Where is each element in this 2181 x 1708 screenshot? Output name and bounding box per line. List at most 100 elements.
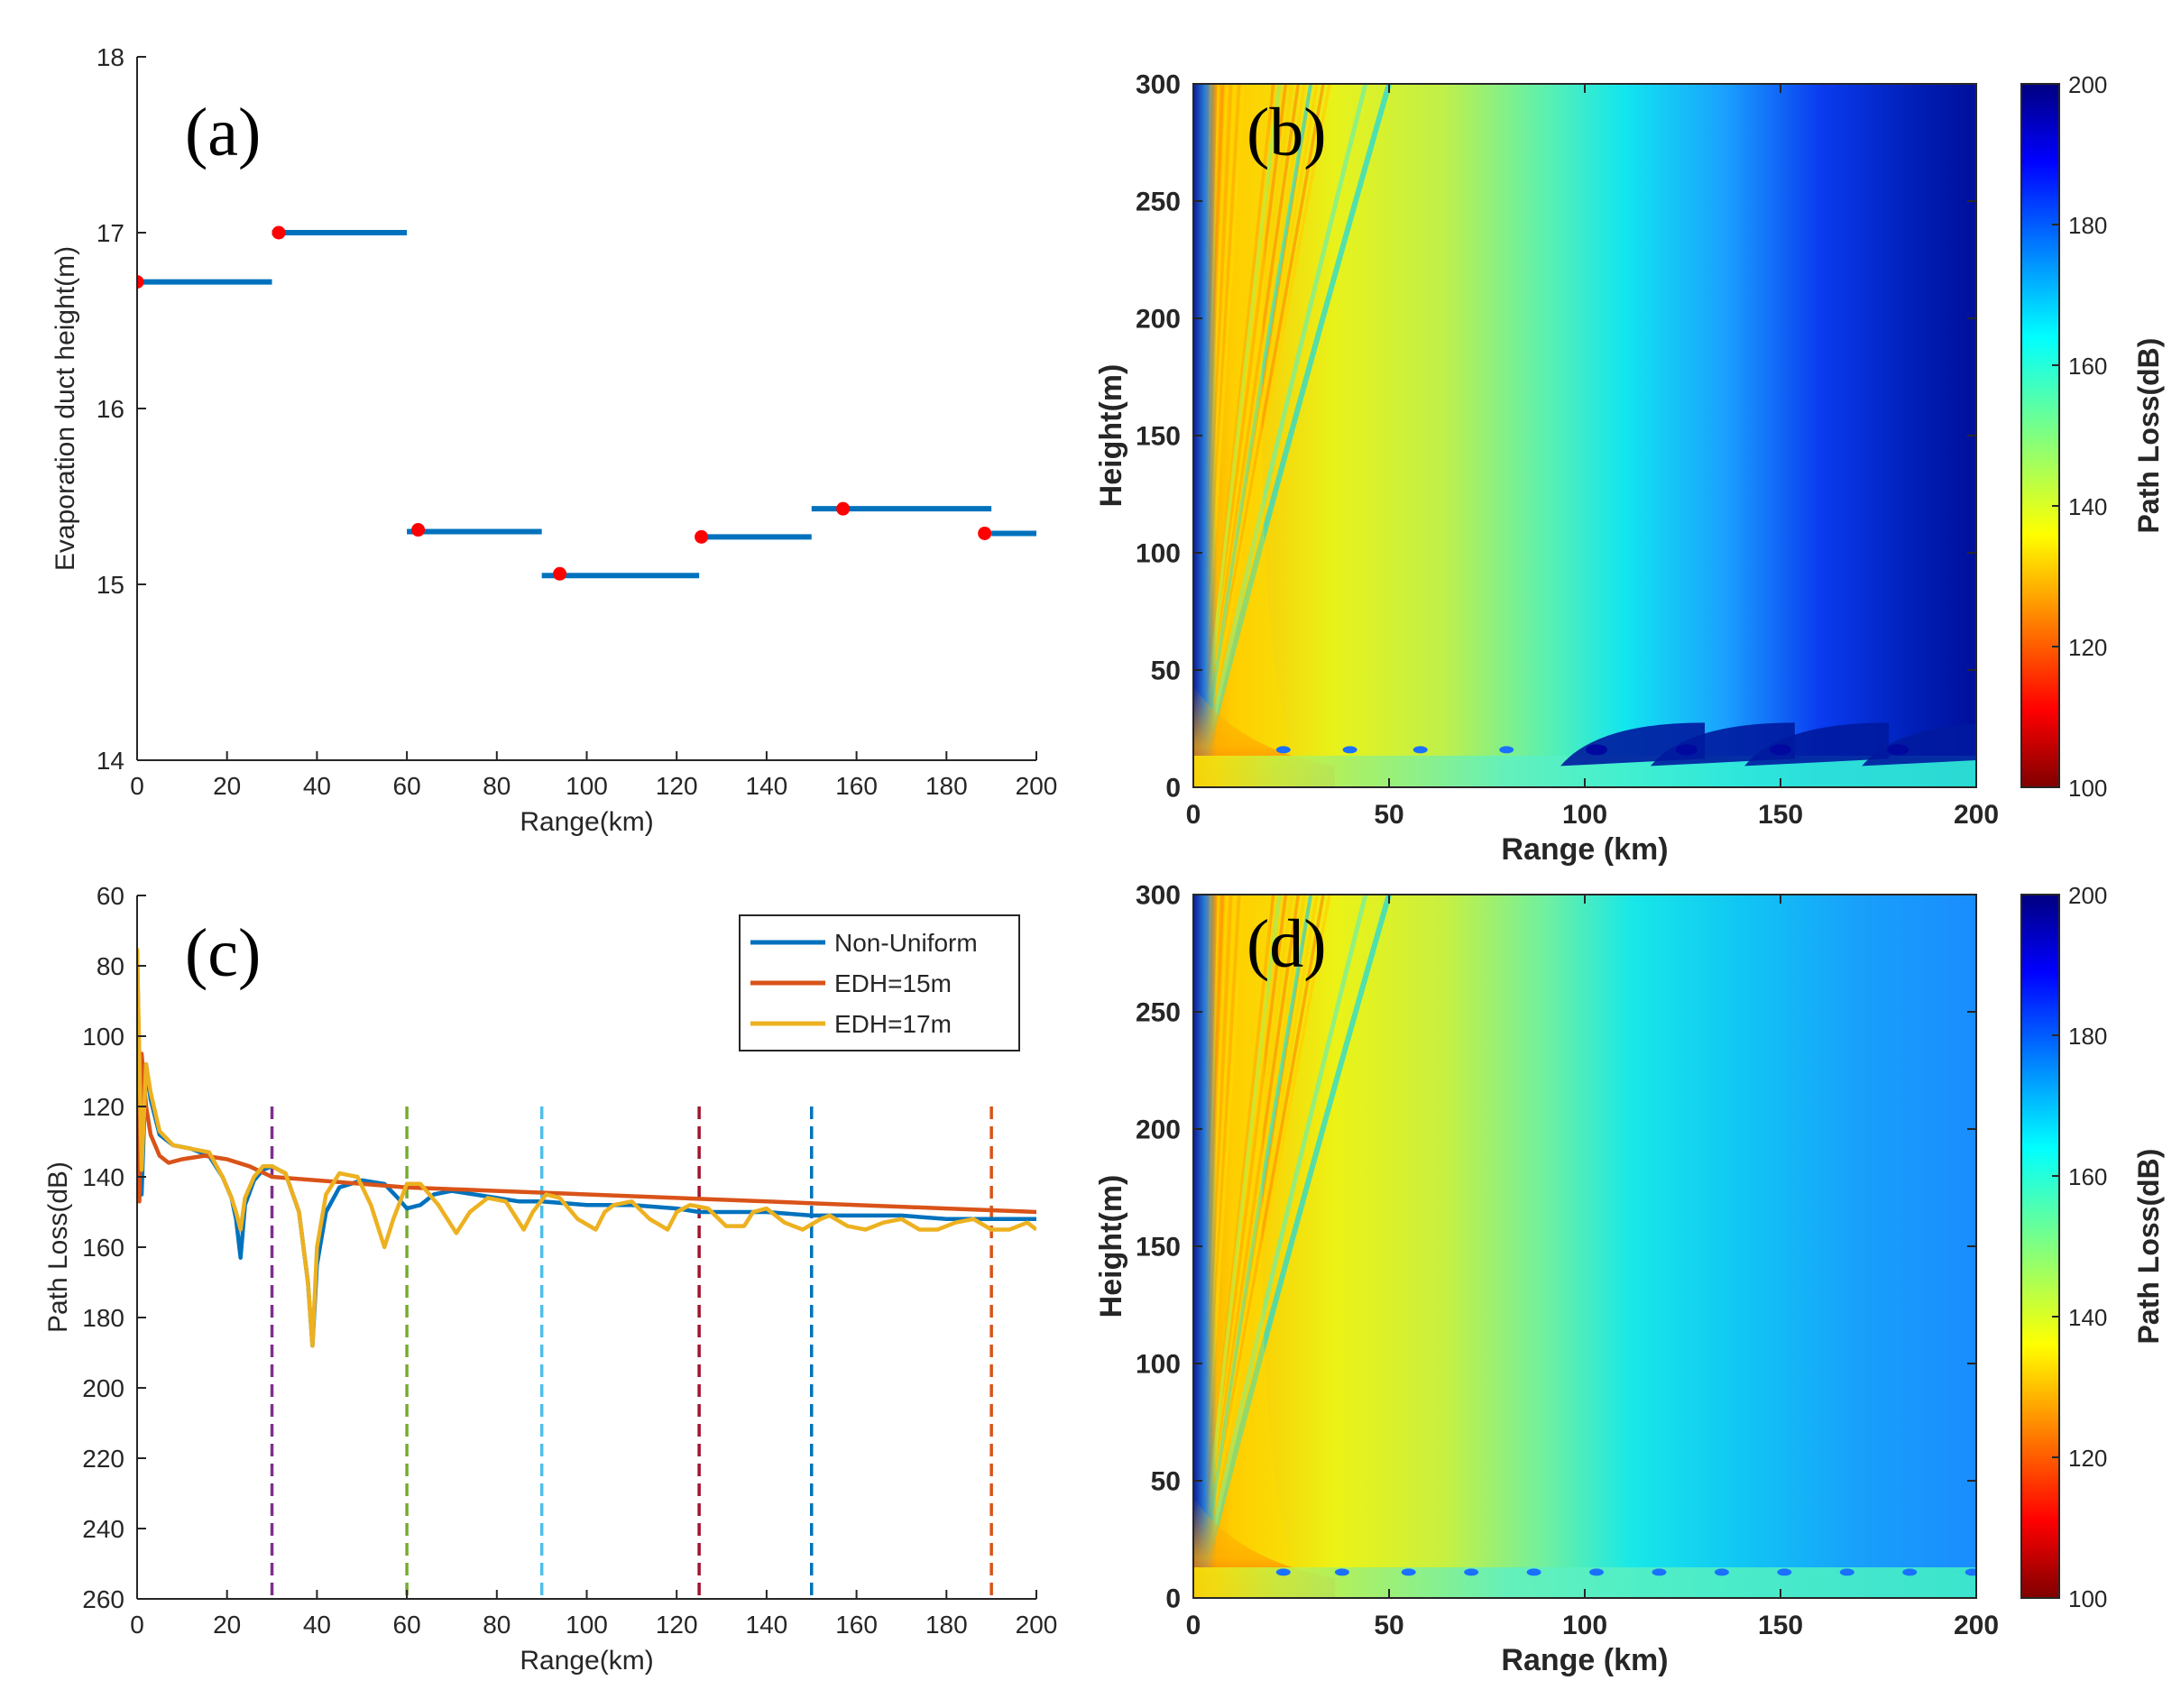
duct-point <box>978 526 992 540</box>
d-hot-spot <box>1401 1568 1416 1576</box>
d-hot-spot <box>1526 1568 1541 1576</box>
c-y-tick-label: 160 <box>82 1234 124 1262</box>
b-hot-spot <box>1413 746 1428 754</box>
d-x-tick-label: 150 <box>1758 1611 1803 1640</box>
c-x-tick-label: 100 <box>566 1611 608 1639</box>
d-hot-spot <box>1334 1568 1349 1576</box>
b-colorbar-tick-label: 180 <box>2068 212 2107 239</box>
b-x-tick-label: 0 <box>1186 800 1201 830</box>
c-x-axis-label: Range(km) <box>520 1646 653 1676</box>
c-y-tick-label: 220 <box>82 1445 124 1473</box>
b-x-tick-label: 100 <box>1562 800 1607 830</box>
d-fringe <box>1197 895 1331 1590</box>
d-x-tick-label: 100 <box>1562 1611 1607 1640</box>
d-hot-spot <box>1965 1568 1976 1576</box>
d-hot-spot <box>1589 1568 1605 1576</box>
a-y-tick-label: 14 <box>97 747 124 775</box>
d-x-axis-label: Range (km) <box>1501 1643 1668 1677</box>
d-colorbar-tick-label: 160 <box>2068 1163 2107 1190</box>
panel-a: 0 20 40 60 80 100 120 140 160 180 200 14 15 16 17 18 Ran… <box>51 43 1057 837</box>
d-hot-spot <box>1839 1568 1854 1576</box>
b-duct-shadow <box>1862 723 1976 767</box>
b-y-tick-label: 50 <box>1151 657 1181 686</box>
a-x-tick-label: 20 <box>213 772 241 800</box>
a-x-tick-label: 200 <box>1016 772 1058 800</box>
d-x-tick-label: 200 <box>1954 1611 1999 1640</box>
c-y-tick-label: 140 <box>82 1163 124 1191</box>
b-colorbar-tick-label: 120 <box>2068 634 2107 661</box>
c-x-tick-label: 40 <box>303 1611 331 1639</box>
b-bright-wedge <box>1193 84 1311 787</box>
c-y-tick-label: 260 <box>82 1585 124 1613</box>
colorbar-d <box>2020 894 2060 1599</box>
b-fringe <box>1197 84 1331 779</box>
d-hot-spot <box>1777 1568 1792 1576</box>
c-y-tick-label: 200 <box>82 1374 124 1402</box>
duct-point <box>836 501 851 516</box>
a-x-tick-label: 140 <box>746 772 788 800</box>
b-hot-spot <box>1275 746 1291 754</box>
b-y-axis-label: Height(m) <box>1094 364 1128 508</box>
b-y-tick-label: 0 <box>1165 774 1181 803</box>
b-hot-spot <box>1586 744 1608 756</box>
d-colorbar-tick-label: 120 <box>2068 1445 2107 1472</box>
c-x-tick-label: 140 <box>746 1611 788 1639</box>
panel-b: 0 50 100 150 200 0 50 100 150 200 250 300 Range (km)… <box>1094 70 2165 868</box>
duct-point <box>695 529 709 544</box>
c-y-tick-label: 80 <box>97 952 124 980</box>
b-y-tick-label: 100 <box>1136 539 1181 569</box>
c-y-tick-label: 100 <box>82 1023 124 1051</box>
b-hot-spot <box>1499 746 1514 754</box>
b-hot-spot <box>1770 744 1791 756</box>
b-y-tick-label: 300 <box>1136 70 1181 100</box>
d-x-tick-label: 50 <box>1374 1611 1403 1640</box>
a-y-tick-label: 16 <box>97 395 124 423</box>
c-y-tick-label: 120 <box>82 1093 124 1121</box>
b-hot-spot <box>1675 744 1698 756</box>
a-x-tick-label: 60 <box>393 772 421 800</box>
a-x-tick-label: 180 <box>925 772 968 800</box>
c-x-tick-label: 120 <box>656 1611 698 1639</box>
b-x-tick-label: 150 <box>1758 800 1803 830</box>
d-y-tick-label: 0 <box>1165 1584 1181 1614</box>
d-colorbar-tick-label: 140 <box>2068 1304 2107 1331</box>
legend-c: Non-Uniform EDH=15m EDH=17m <box>739 914 1020 1051</box>
legend-label: EDH=15m <box>834 969 952 997</box>
d-colorbar-tick-label: 100 <box>2068 1585 2107 1612</box>
c-y-tick-label: 60 <box>97 882 124 910</box>
heatmap-b <box>1193 84 1976 787</box>
d-y-tick-label: 250 <box>1136 998 1181 1028</box>
panel-b-tag: (b) <box>1247 95 1327 170</box>
panel-c-tag: (c) <box>185 915 261 991</box>
a-x-tick-label: 80 <box>483 772 511 800</box>
d-hot-spot <box>1464 1568 1479 1576</box>
c-x-tick-label: 180 <box>925 1611 968 1639</box>
d-hot-spot <box>1714 1568 1729 1576</box>
d-colorbar-tick-label: 200 <box>2068 882 2107 909</box>
b-colorbar-label: Path Loss(dB) <box>2132 338 2165 534</box>
d-y-tick-label: 200 <box>1136 1116 1181 1145</box>
colorbar-b <box>2020 83 2060 788</box>
b-y-tick-label: 200 <box>1136 305 1181 335</box>
d-ray <box>1200 895 1368 1581</box>
heatmap-d <box>1193 895 1976 1598</box>
duct-point <box>411 523 426 537</box>
c-x-tick-label: 80 <box>483 1611 511 1639</box>
a-x-tick-label: 0 <box>130 772 144 800</box>
d-colorbar-label: Path Loss(dB) <box>2132 1149 2165 1345</box>
panel-d: 0 50 100 150 200 0 50 100 150 200 250 300 Range (km)… <box>1094 881 2165 1678</box>
c-x-tick-label: 200 <box>1016 1611 1058 1639</box>
a-x-tick-label: 100 <box>566 772 608 800</box>
a-y-tick-label: 18 <box>97 43 124 71</box>
c-y-tick-label: 180 <box>82 1304 124 1332</box>
c-x-tick-label: 20 <box>213 1611 241 1639</box>
legend-label: Non-Uniform <box>834 929 978 957</box>
d-bright-wedge <box>1193 895 1311 1598</box>
b-hot-spot <box>1887 744 1910 756</box>
d-hot-spot <box>1652 1568 1667 1576</box>
duct-point <box>137 275 144 289</box>
d-hot-spot <box>1275 1568 1291 1576</box>
duct-point <box>553 566 567 581</box>
b-y-tick-label: 250 <box>1136 188 1181 217</box>
